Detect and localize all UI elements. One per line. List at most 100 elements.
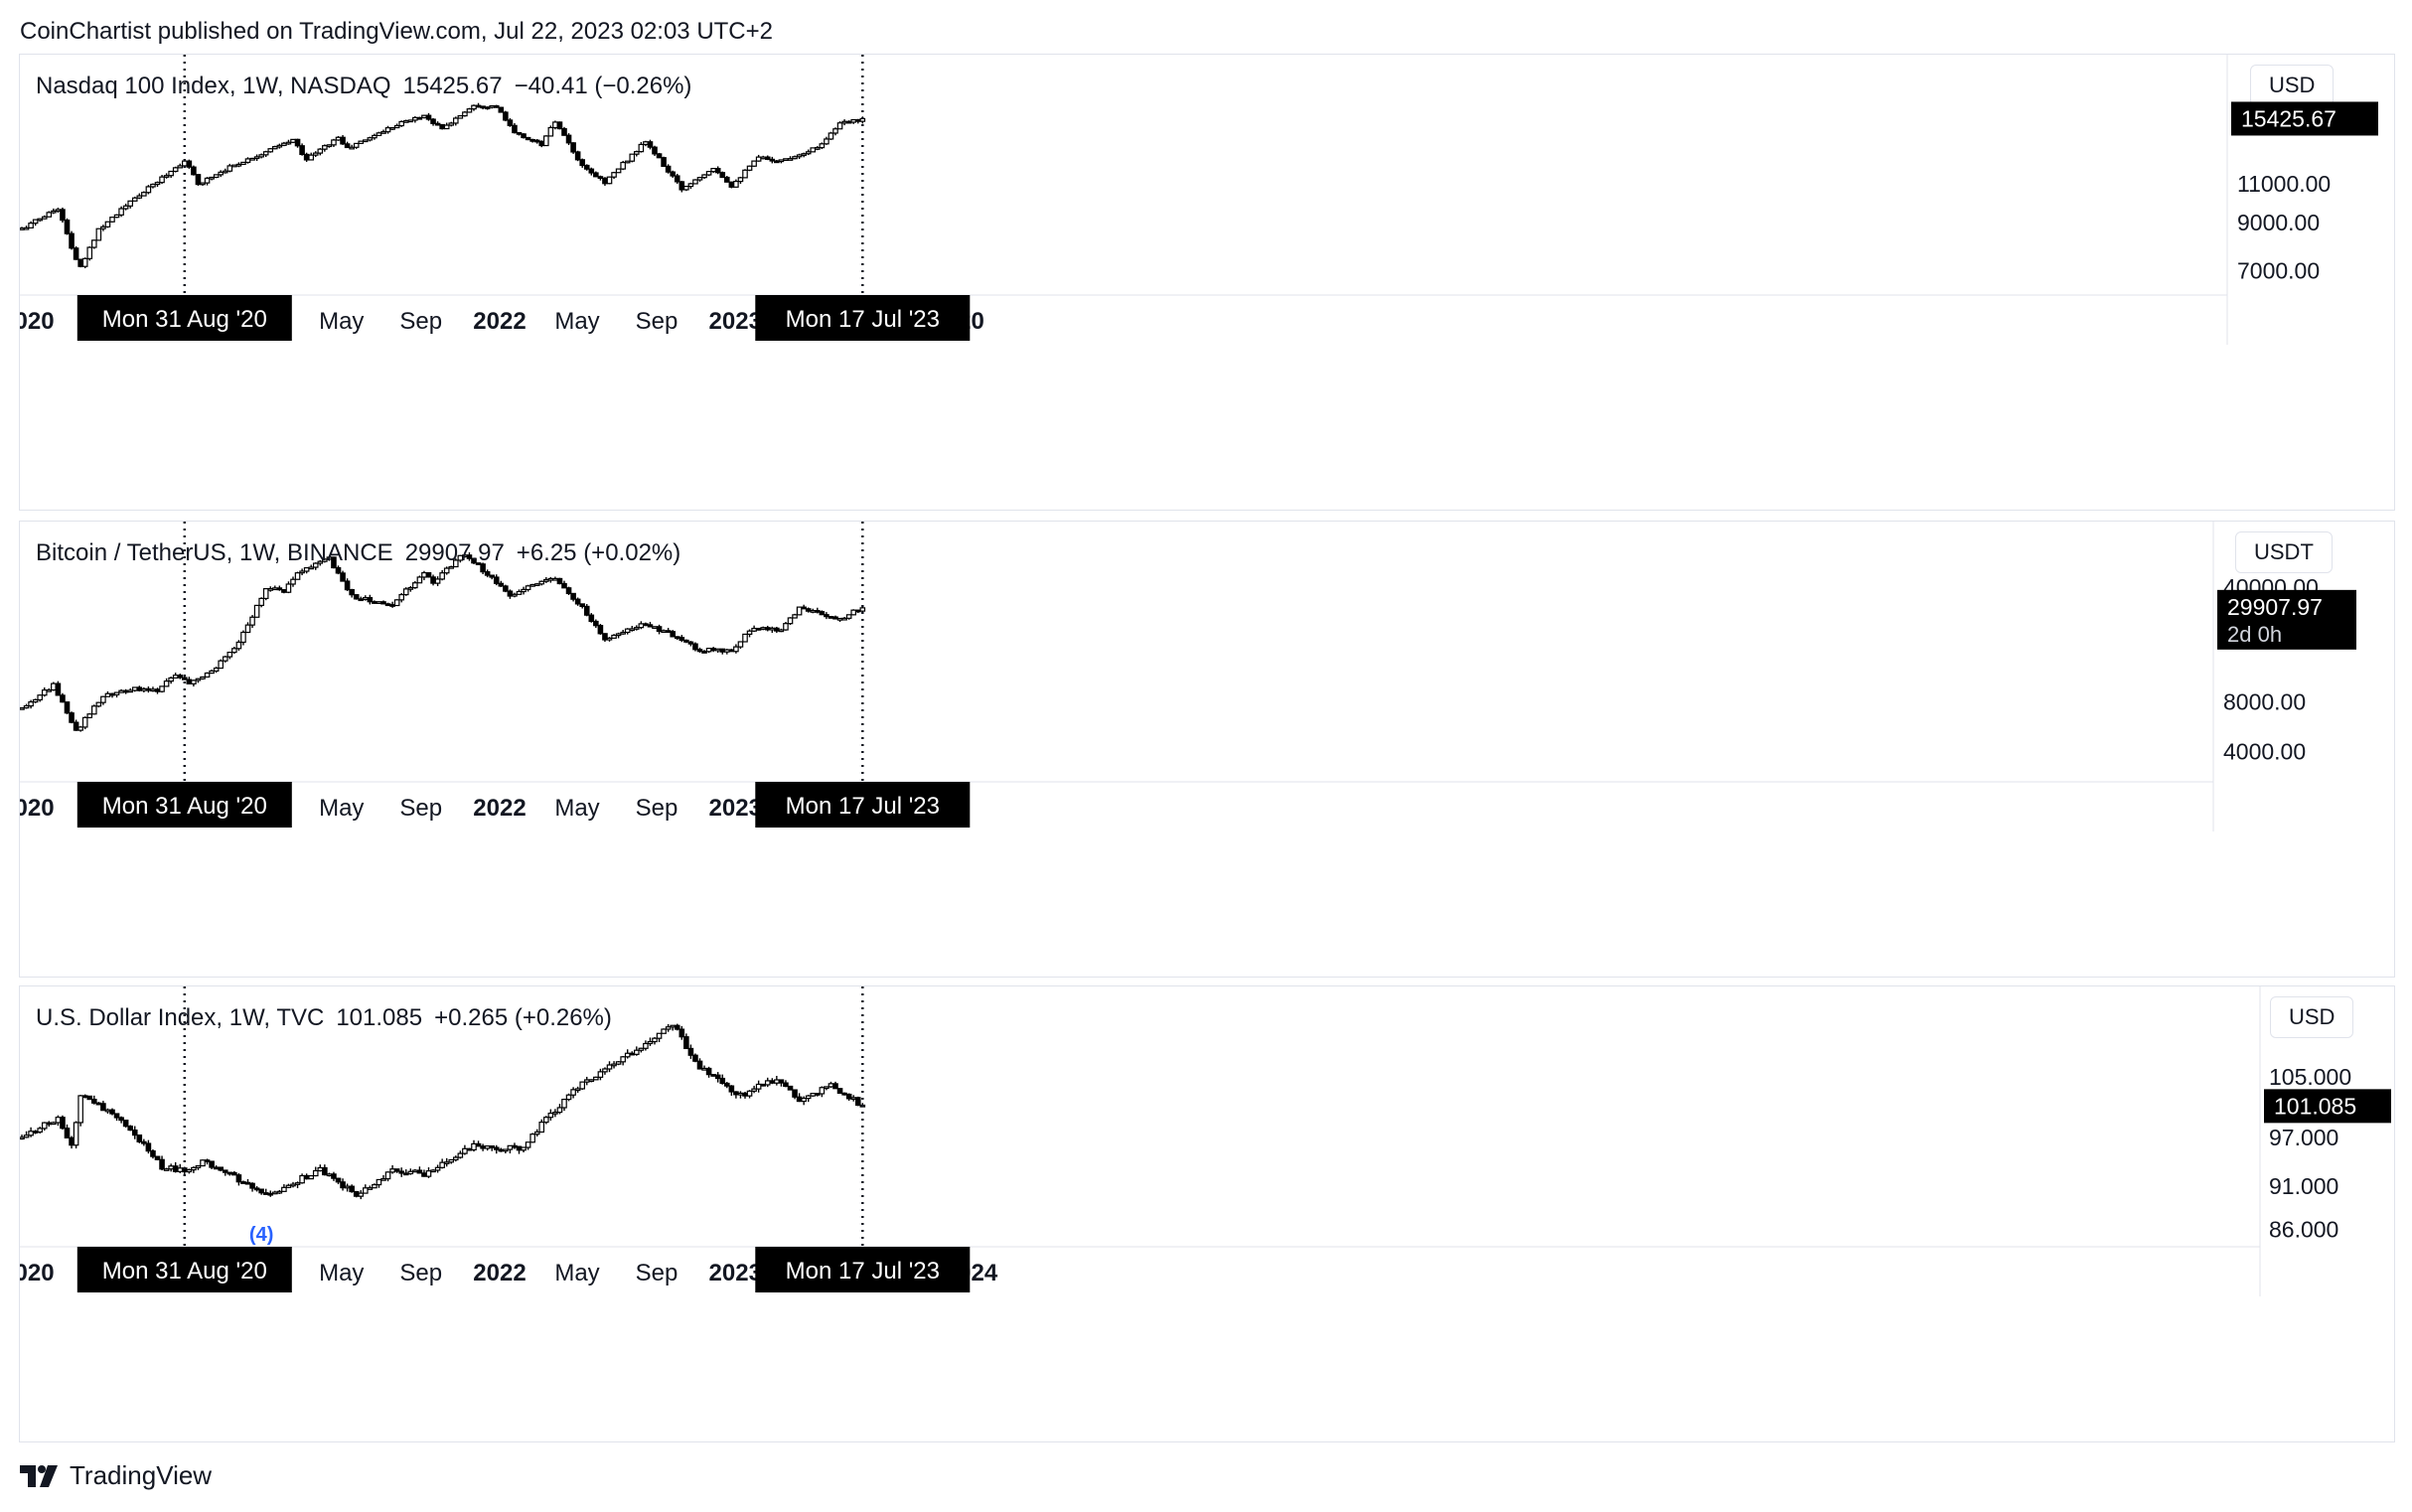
dxy-plot[interactable]: 105.000 97.000 91.000 86.000 101.085 2020 May 2… [20,986,2394,1441]
candle [670,170,677,178]
candle [55,207,62,214]
candle [737,641,744,650]
candle [384,602,391,607]
candle [272,585,278,591]
candle [764,625,771,632]
candle [240,161,246,166]
candle [195,174,202,186]
candle [131,686,138,692]
nasdaq-legend: Nasdaq 100 Index, 1W, NASDAQ 15425.67 −40.… [36,73,691,100]
candle [23,226,30,230]
candle [317,1164,324,1172]
candle [249,157,255,161]
candle [95,227,102,241]
candle [244,1178,251,1185]
candle [783,621,789,631]
candle [145,1139,152,1154]
x-tick-label: Sep [399,308,442,335]
candle [841,119,847,126]
candle [471,557,477,564]
bitcoin-chart-panel[interactable]: Bitcoin / TetherUS, 1W, BINANCE 29907.97 +… [19,521,2395,978]
currency-button[interactable]: USD [2270,996,2354,1038]
candle [665,164,672,174]
candle [389,601,395,608]
candle [493,1144,500,1154]
currency-button[interactable]: USD [2250,65,2335,106]
candle [507,589,514,599]
candle [583,603,590,617]
y-tick-label: 91.000 [2269,1173,2338,1199]
event-marker[interactable]: (4) [249,1224,273,1246]
x-tick-label: May [554,308,599,335]
candle [331,1171,337,1181]
currency-button[interactable]: USDT [2235,531,2333,573]
candle [55,1115,62,1127]
candle [805,149,812,156]
candle [701,650,707,654]
candle [168,677,174,684]
candle [37,218,44,222]
candle [32,698,39,703]
candle [430,1169,436,1173]
candle [552,1109,558,1118]
candle [778,1079,785,1087]
candle [86,1095,93,1101]
candle [118,206,124,218]
candle [484,569,491,578]
nasdaq-chart-panel[interactable]: Nasdaq 100 Index, 1W, NASDAQ 15425.67 −40.… [19,54,2395,511]
candle [796,153,803,159]
candle [683,1033,689,1050]
candle [285,139,292,145]
nasdaq-plot[interactable]: 11000.00 9000.00 7000.00 15425.67 2020 May 202… [20,55,2394,510]
candle [606,1061,613,1073]
candle [579,603,586,609]
candle [457,114,464,119]
candle [73,245,79,260]
candle [710,647,716,653]
x-tick-label: Sep [399,795,442,822]
tradingview-footer[interactable]: TradingView [20,1460,212,1491]
candle [349,588,355,598]
candle [407,586,414,592]
candle [783,158,789,162]
candle [186,159,193,169]
candle [335,565,342,575]
candle [692,642,698,652]
bitcoin-plot[interactable]: 40000.0020000.008000.004000.0029907.972d… [20,522,2394,977]
candle [723,1082,730,1089]
symbol-name: Nasdaq 100 Index, 1W, NASDAQ [36,73,391,99]
candle [787,156,794,161]
candle [317,559,324,566]
candle [154,687,161,694]
candle [285,581,292,594]
tradingview-logo-icon [20,1464,58,1487]
symbol-name: Bitcoin / TetherUS, 1W, BINANCE [36,539,393,566]
candle [393,1168,400,1173]
candle [719,1074,726,1085]
dxy-chart-panel[interactable]: U.S. Dollar Index, 1W, TVC 101.085 +0.265 … [19,985,2395,1442]
candle [344,578,351,592]
candle [209,176,215,181]
candle [774,159,780,164]
candle [629,153,636,163]
candle [141,191,147,197]
candle [674,173,680,185]
candle [159,174,165,185]
candle [683,639,689,644]
candle [64,218,71,235]
candle [118,688,124,693]
candle [475,102,482,108]
price-tag-countdown: 2d 0h [2227,622,2282,647]
candle [244,622,251,634]
candle [267,586,274,592]
candle [290,576,296,587]
x-tick-label: Sep [636,795,678,822]
candle [542,576,549,583]
candle [195,678,202,683]
candle [41,1122,48,1132]
candle [402,119,409,123]
candle [836,121,843,130]
candle [787,617,794,626]
candle [434,121,441,126]
candle [556,577,563,585]
